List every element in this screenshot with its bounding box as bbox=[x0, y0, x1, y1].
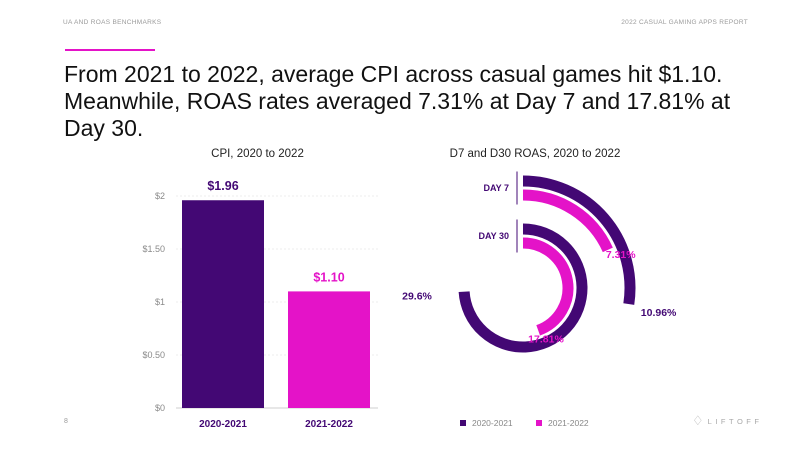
legend-swatch bbox=[460, 420, 466, 426]
accent-line bbox=[65, 49, 155, 51]
x-tick-label: 2020-2021 bbox=[199, 419, 247, 430]
arc-day-30-2020-2021 bbox=[458, 223, 588, 353]
y-tick-label: $0 bbox=[155, 403, 165, 413]
arc-day-7-2021-2022 bbox=[522, 189, 613, 253]
cpi-chart-title: CPI, 2020 to 2022 bbox=[211, 148, 304, 160]
liftoff-logo-icon: ♢ bbox=[692, 413, 704, 428]
legend-item-2020-2021: 2020-2021 bbox=[460, 418, 513, 428]
group-label: DAY 30 bbox=[478, 231, 509, 241]
header-right-label: 2022 CASUAL GAMING APPS REPORT bbox=[621, 19, 748, 26]
y-tick-label: $0.50 bbox=[142, 350, 165, 360]
arc-value-label: 7.31% bbox=[606, 249, 636, 261]
page-title: From 2021 to 2022, average CPI across ca… bbox=[64, 61, 731, 141]
bar-value-label: $1.10 bbox=[313, 270, 344, 284]
bar-value-label: $1.96 bbox=[207, 179, 238, 193]
roas-chart-title: D7 and D30 ROAS, 2020 to 2022 bbox=[449, 148, 621, 160]
legend-item-2021-2022: 2021-2022 bbox=[536, 418, 589, 428]
y-tick-label: $1 bbox=[155, 297, 165, 307]
page-number: 8 bbox=[64, 418, 68, 425]
legend-label: 2020-2021 bbox=[472, 418, 513, 428]
bar-2021-2022 bbox=[288, 291, 370, 408]
brand-logo: ♢ LIFTOFF bbox=[692, 413, 762, 429]
bar-2020-2021 bbox=[182, 200, 264, 408]
arc-value-label: 29.6% bbox=[402, 291, 432, 303]
legend-swatch bbox=[536, 420, 542, 426]
group-label: DAY 7 bbox=[483, 183, 509, 193]
y-tick-label: $2 bbox=[155, 191, 165, 201]
legend-label: 2021-2022 bbox=[548, 418, 589, 428]
x-tick-label: 2021-2022 bbox=[305, 419, 353, 430]
y-tick-label: $1.50 bbox=[142, 244, 165, 254]
arc-value-label: 17.81% bbox=[528, 333, 564, 345]
brand-name: LIFTOFF bbox=[707, 416, 763, 426]
arc-value-label: 10.96% bbox=[641, 307, 677, 319]
header-left-label: UA AND ROAS BENCHMARKS bbox=[63, 19, 162, 26]
arc-day-7-2020-2021 bbox=[522, 175, 636, 305]
arc-day-30-2021-2022 bbox=[522, 237, 574, 336]
